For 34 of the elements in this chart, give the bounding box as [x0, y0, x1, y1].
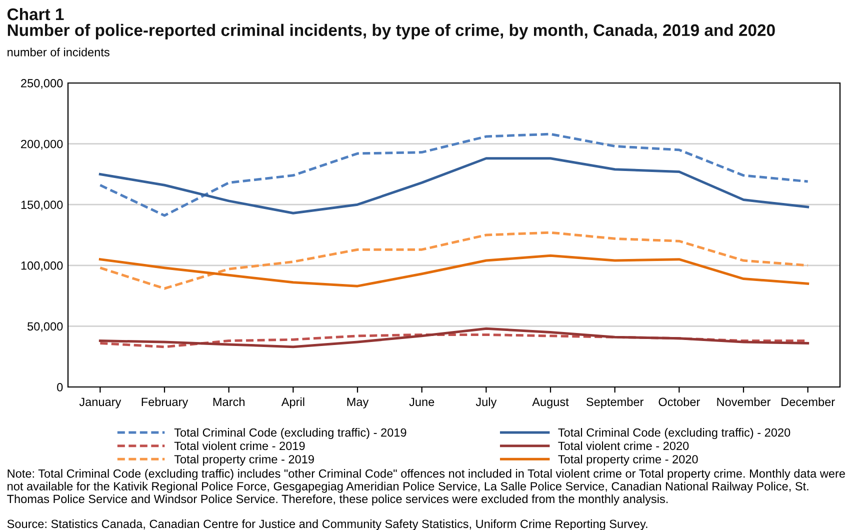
- legend-label: Total Criminal Code (excluding traffic) - 2019: [174, 428, 406, 440]
- line-series: [98, 254, 810, 288]
- chart-title: Chart 1: [8, 8, 64, 20]
- y-tick-label: 50,000: [28, 322, 63, 332]
- x-tick-label: December: [782, 397, 835, 406]
- y-tick-label: 200,000: [21, 140, 63, 150]
- x-tick-label: February: [142, 397, 188, 408]
- x-tick-label: March: [213, 397, 244, 406]
- line-series: [98, 231, 810, 290]
- legend-label: Total violent crime - 2019: [174, 441, 305, 450]
- line-series: [98, 327, 810, 348]
- x-tick-label: August: [532, 398, 569, 408]
- chart-subtitle: Number of police-reported criminal incidents, by type of crime, by month, Canada, 2019 and 2020: [8, 24, 775, 40]
- legend-label: Total Criminal Code (excluding traffic) - 2020: [558, 428, 790, 440]
- x-tick-label: April: [281, 397, 304, 408]
- x-tick-label: November: [717, 397, 771, 406]
- y-tick-label: 100,000: [21, 261, 63, 272]
- y-tick-label: 250,000: [21, 79, 63, 89]
- x-tick-label: June: [409, 398, 434, 406]
- legend-label: Total property crime - 2020: [558, 454, 698, 466]
- source-note: Source: Statistics Canada, Canadian Centre for Justice and Community Safety Statistics, Uniform Crime Reporting Survey.: [7, 519, 648, 530]
- legend-label: Total violent crime - 2020: [558, 441, 689, 450]
- x-tick-label: September: [586, 397, 644, 408]
- y-axis-title: number of incidents: [8, 48, 110, 56]
- text: Note: Total Criminal Code (excluding traffic) includes "other Criminal Code" offences not included in Total violent crime or Total property crime. Monthly data were not available for the Kativik Regional Police Force, Gesgapegiag Ameridian Police Service, La Salle Police Service, Canadian National Railway Police, St. Thomas Police Service and Windsor Police Service. Therefore, these police services were excluded from the monthly analysis.: [7, 469, 845, 506]
- x-tick-label: October: [658, 397, 700, 406]
- y-tick-label: 0: [57, 383, 63, 392]
- y-tick-label: 150,000: [21, 200, 63, 210]
- legend-label: Total property crime - 2019: [174, 454, 314, 466]
- x-tick-label: January: [79, 398, 122, 408]
- x-tick-label: July: [476, 397, 497, 408]
- line-series: [98, 132, 810, 217]
- x-tick-label: May: [347, 398, 369, 408]
- line-series: [98, 157, 810, 214]
